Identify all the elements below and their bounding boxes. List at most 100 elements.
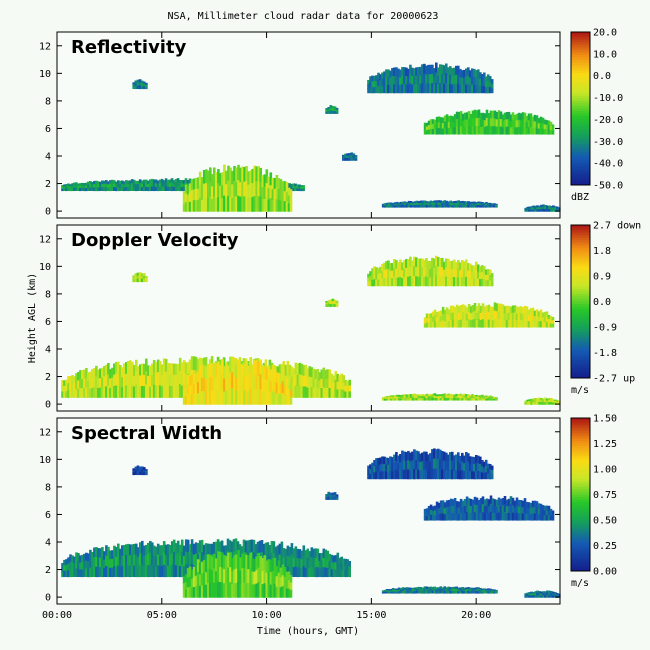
radar-echo-cell	[381, 205, 385, 208]
radar-echo-cell	[490, 277, 494, 283]
radar-echo-cell	[493, 118, 497, 127]
radar-echo-cell	[423, 320, 427, 325]
radar-echo-cell	[233, 196, 236, 212]
radar-echo-cell	[393, 588, 397, 591]
radar-echo-cell	[488, 468, 492, 475]
radar-echo-cell	[251, 168, 254, 184]
radar-echo-cell	[335, 302, 339, 305]
radar-echo-cell	[280, 363, 284, 376]
radar-echo-cell	[298, 184, 301, 188]
radar-echo-cell	[162, 552, 166, 566]
radar-echo-cell	[395, 260, 398, 270]
radar-echo-cell	[551, 130, 555, 135]
radar-echo-cell	[348, 153, 351, 156]
radar-echo-cell	[369, 464, 372, 470]
radar-echo-cell	[133, 554, 136, 567]
radar-echo-cell	[113, 374, 116, 387]
radar-echo-cell	[306, 567, 310, 578]
radar-echo-cell	[111, 183, 114, 188]
colorbar-segment	[571, 83, 590, 86]
radar-echo-cell	[461, 396, 464, 399]
radar-echo-cell	[340, 556, 343, 564]
radar-echo-cell	[481, 311, 485, 320]
colorbar-segment	[571, 70, 590, 74]
radar-echo-cell	[439, 586, 443, 590]
radar-echo-cell	[281, 586, 285, 598]
radar-echo-cell	[465, 396, 468, 399]
radar-echo-cell	[255, 166, 258, 182]
radar-echo-cell	[79, 183, 82, 187]
radar-echo-cell	[278, 364, 282, 376]
radar-echo-cell	[533, 316, 537, 323]
radar-echo-cell	[471, 84, 474, 94]
radar-echo-cell	[211, 570, 214, 585]
radar-echo-cell	[310, 377, 314, 388]
radar-echo-cell	[373, 279, 376, 287]
radar-echo-cell	[477, 264, 480, 273]
radar-echo-cell	[415, 450, 418, 461]
radar-echo-cell	[333, 299, 337, 303]
radar-echo-cell	[79, 185, 82, 189]
radar-echo-cell	[158, 179, 162, 184]
radar-echo-cell	[67, 185, 70, 189]
colorbar-segment	[571, 227, 590, 231]
radar-echo-cell	[477, 109, 481, 119]
radar-echo-cell	[253, 389, 256, 405]
colorbar-segment	[571, 463, 590, 467]
radar-echo-cell	[389, 263, 392, 272]
panel-title: Reflectivity	[71, 37, 187, 58]
radar-echo-cell	[413, 205, 417, 208]
radar-echo-cell	[267, 188, 271, 201]
radar-echo-cell	[294, 185, 297, 189]
radar-echo-cell	[511, 319, 515, 328]
radar-echo-cell	[405, 398, 409, 401]
radar-echo-cell	[184, 184, 188, 194]
radar-echo-cell	[280, 541, 284, 554]
radar-echo-cell	[403, 451, 406, 462]
radar-echo-cell	[401, 270, 404, 279]
radar-echo-cell	[205, 366, 208, 380]
radar-echo-cell	[296, 363, 300, 376]
radar-echo-cell	[435, 396, 439, 399]
radar-echo-cell	[530, 593, 533, 596]
radar-echo-cell	[451, 394, 454, 397]
radar-echo-cell	[150, 186, 154, 191]
radar-echo-cell	[255, 583, 258, 598]
radar-echo-cell	[395, 268, 398, 278]
radar-echo-cell	[128, 187, 132, 191]
radar-echo-cell	[401, 591, 405, 594]
radar-echo-cell	[431, 393, 435, 397]
radar-echo-cell	[172, 551, 176, 565]
radar-echo-cell	[465, 259, 468, 269]
radar-echo-cell	[429, 317, 433, 323]
radar-echo-cell	[425, 126, 429, 131]
radar-echo-cell	[479, 313, 483, 321]
radar-echo-cell	[81, 185, 84, 189]
radar-echo-cell	[467, 394, 470, 397]
radar-echo-cell	[411, 203, 415, 206]
radar-echo-cell	[211, 390, 214, 405]
radar-echo-cell	[425, 451, 428, 462]
radar-echo-cell	[77, 388, 80, 398]
radar-echo-cell	[393, 454, 396, 464]
colorbar-frame	[570, 224, 591, 379]
radar-echo-cell	[493, 318, 497, 328]
radar-echo-cell	[141, 363, 144, 376]
radar-echo-cell	[271, 178, 275, 190]
radar-echo-cell	[103, 183, 106, 188]
radar-echo-cell	[413, 587, 417, 590]
radar-echo-cell	[209, 196, 212, 212]
radar-echo-cell	[206, 543, 210, 556]
colorbar-segment	[571, 517, 590, 521]
radar-echo-cell	[322, 387, 326, 398]
radar-echo-cell	[172, 539, 176, 553]
radar-echo-cell	[483, 79, 486, 87]
radar-echo-cell	[471, 589, 474, 592]
radar-echo-cell	[250, 539, 254, 553]
radar-echo-cell	[379, 471, 382, 480]
radar-echo-cell	[105, 566, 108, 577]
radar-echo-cell	[130, 179, 134, 184]
radar-echo-cell	[457, 513, 461, 521]
radar-echo-cell	[497, 311, 501, 320]
radar-echo-cell	[483, 589, 486, 592]
